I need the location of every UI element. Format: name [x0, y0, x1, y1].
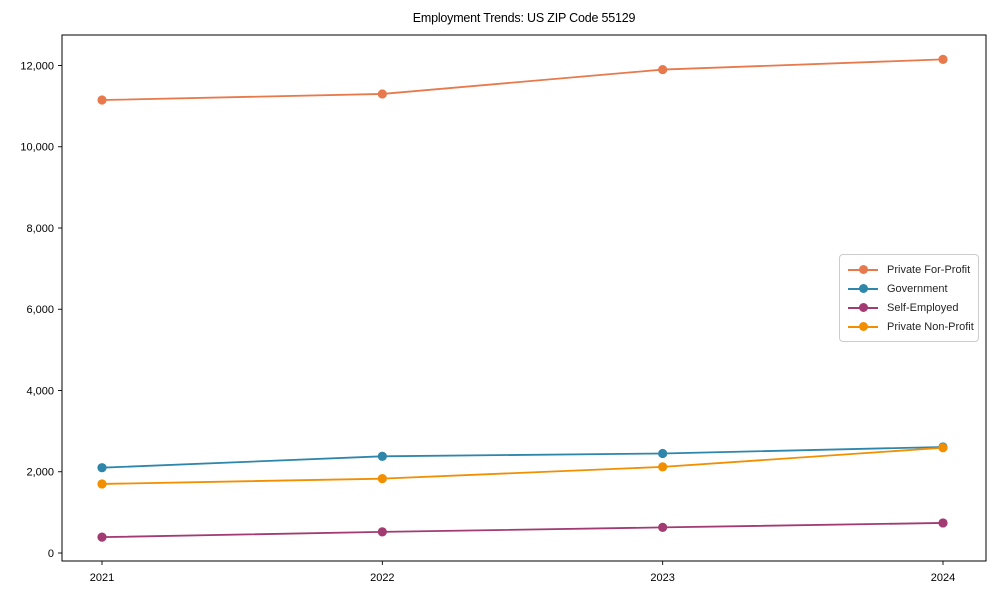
series-line-self-employed — [101, 522, 944, 539]
legend-entry-private-for-profit: Private For-Profit — [848, 264, 970, 276]
data-point-private-for-profit-2022 — [377, 89, 387, 99]
series-line-government — [101, 446, 944, 469]
data-point-self-employed-2022 — [377, 527, 387, 537]
y-tick-label: 10,000 — [20, 142, 54, 154]
data-point-self-employed-2023 — [658, 522, 668, 533]
x-tick-label: 2021 — [90, 572, 114, 584]
data-point-self-employed-2021 — [97, 532, 107, 542]
data-point-private-non-profit-2024 — [938, 443, 948, 453]
y-tick-label: 12,000 — [20, 60, 54, 72]
legend-entry-private-non-profit: Private Non-Profit — [848, 321, 974, 333]
legend-line-marker-icon — [848, 322, 878, 332]
series-line-private-for-profit — [101, 58, 944, 101]
legend-line-marker-icon — [848, 303, 878, 313]
data-point-self-employed-2024 — [938, 518, 948, 528]
y-axis: 0 2,000 4,000 6,000 8,000 10,000 12,000 — [20, 60, 62, 560]
x-tick-label: 2023 — [650, 572, 674, 584]
y-tick-label: 0 — [48, 548, 54, 560]
data-point-government-2023 — [658, 448, 668, 459]
data-point-private-for-profit-2024 — [938, 54, 948, 65]
x-tick-label: 2022 — [370, 572, 394, 584]
series-government — [97, 442, 948, 473]
data-point-private-for-profit-2023 — [658, 64, 668, 75]
y-tick-label: 4,000 — [26, 385, 54, 397]
legend-label: Private For-Profit — [887, 263, 971, 276]
legend-entry-government: Government — [848, 283, 970, 295]
x-tick-label: 2024 — [931, 572, 955, 584]
series-line-private-non-profit — [101, 446, 944, 485]
y-tick-label: 6,000 — [26, 304, 54, 316]
legend-label: Self-Employed — [887, 301, 959, 314]
legend-box: Private For-Profit Government Self-Emplo… — [839, 254, 979, 342]
x-axis: 2021 2022 2023 2024 — [90, 561, 955, 584]
legend-label: Government — [887, 282, 948, 295]
series-self-employed — [97, 518, 948, 542]
data-point-private-for-profit-2021 — [97, 95, 107, 105]
data-point-government-2021 — [97, 463, 107, 473]
data-point-government-2022 — [377, 451, 387, 461]
legend-label: Private Non-Profit — [887, 320, 974, 333]
series-private-for-profit — [97, 54, 948, 105]
legend-entry-self-employed: Self-Employed — [848, 302, 970, 314]
y-tick-label: 8,000 — [26, 223, 54, 235]
data-point-private-non-profit-2023 — [658, 462, 668, 472]
y-tick-label: 2,000 — [26, 467, 54, 479]
legend-line-marker-icon — [848, 284, 878, 294]
series-private-non-profit — [97, 443, 948, 489]
legend-line-marker-icon — [848, 265, 878, 275]
data-point-private-non-profit-2022 — [377, 474, 387, 484]
data-point-private-non-profit-2021 — [97, 479, 107, 489]
plot-border — [61, 34, 987, 562]
chart-title: Employment Trends: US ZIP Code 55129 — [412, 11, 636, 25]
